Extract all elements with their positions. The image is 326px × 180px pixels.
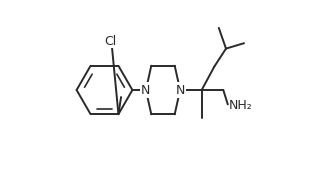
Text: Cl: Cl xyxy=(105,35,117,48)
Text: N: N xyxy=(175,84,185,96)
Text: N: N xyxy=(141,84,151,96)
Text: NH₂: NH₂ xyxy=(229,99,252,112)
